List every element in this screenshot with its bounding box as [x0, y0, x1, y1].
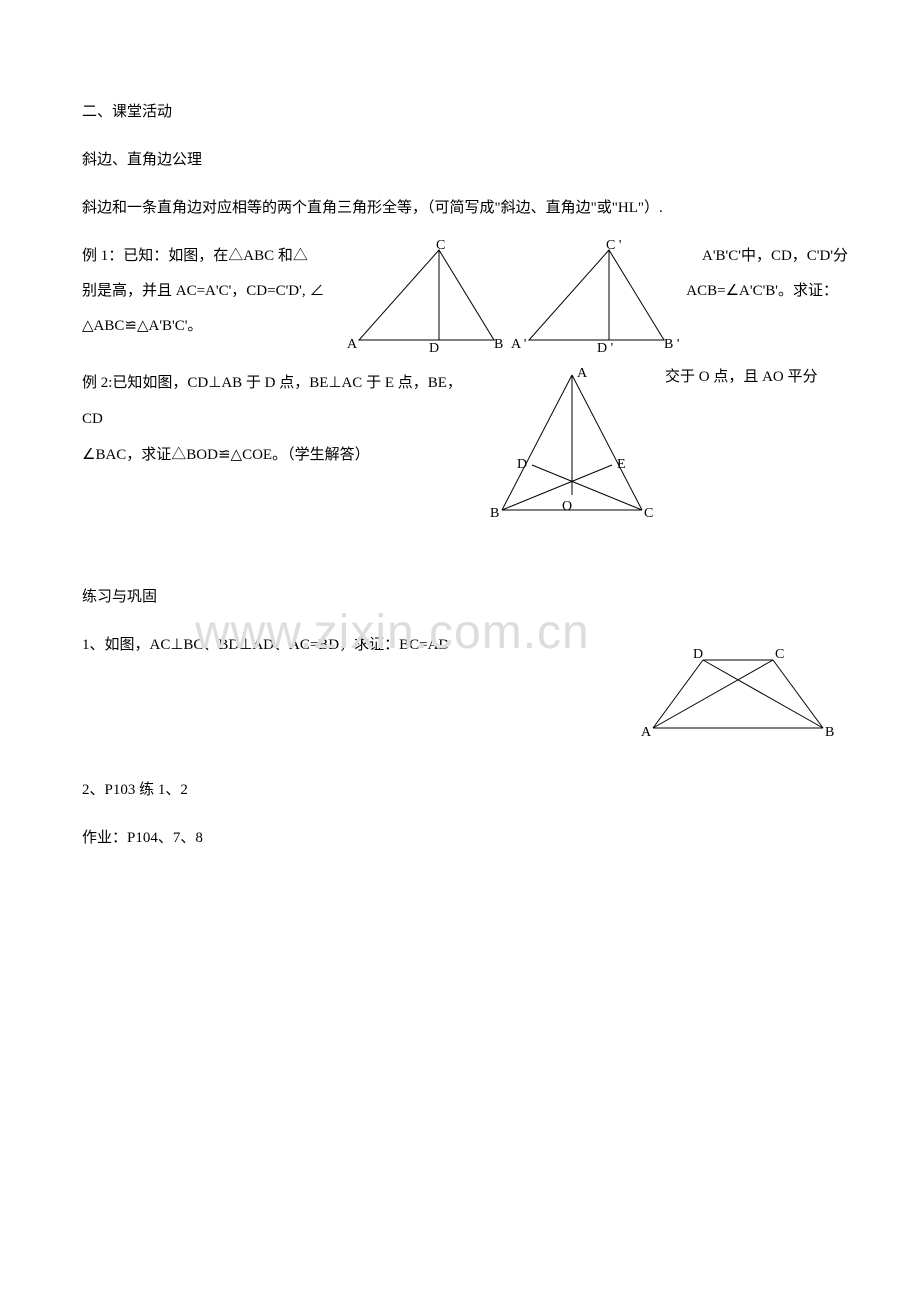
theorem-statement: 斜边和一条直角边对应相等的两个直角三角形全等，（可简写成"斜边、直角边"或"HL…	[82, 196, 838, 220]
svg-text:A: A	[641, 725, 652, 738]
practice-title: 练习与巩固	[82, 585, 838, 609]
svg-text:D ': D '	[597, 341, 613, 355]
diamond-triangle-diagram: A B C D E O	[487, 365, 657, 525]
ex2-line1-right: 交于 O 点，且 AO 平分	[665, 365, 818, 386]
svg-text:A: A	[577, 366, 588, 381]
svg-text:O: O	[562, 499, 572, 514]
example-2: 例 2:已知如图，CD⊥AB 于 D 点，BE⊥AC 于 E 点，BE，CD ∠…	[82, 365, 838, 525]
triangle-pair-diagram: A B C D A ' B ' C ' D '	[344, 240, 694, 355]
ex1-line3-left: △ABC≌△A'B'C'。	[82, 314, 202, 335]
svg-text:D: D	[693, 648, 703, 662]
svg-text:C: C	[644, 506, 653, 521]
svg-text:B: B	[825, 725, 834, 738]
svg-text:B: B	[490, 506, 499, 521]
svg-text:C ': C '	[606, 240, 621, 253]
ex1-line2-left: 别是高，并且 AC=A'C'，CD=C'D', ∠	[82, 279, 344, 300]
svg-text:A ': A '	[511, 337, 526, 352]
svg-text:A: A	[347, 337, 358, 352]
svg-text:B: B	[494, 337, 503, 352]
svg-text:B ': B '	[664, 337, 679, 352]
practice-1: 1、如图，AC⊥BC、BD⊥AD、AC=BD，求证：BC=AD A B C D	[82, 633, 838, 738]
ex2-line1-left: 例 2:已知如图，CD⊥AB 于 D 点，BE⊥AC 于 E 点，BE，CD	[82, 365, 482, 437]
svg-text:C: C	[436, 240, 445, 253]
practice-1-text: 1、如图，AC⊥BC、BD⊥AD、AC=BD，求证：BC=AD	[82, 633, 528, 654]
svg-text:E: E	[617, 457, 626, 472]
ex1-line2-right: ACB=∠A'C'B'。求证：	[686, 279, 838, 300]
section-heading: 二、课堂活动	[82, 100, 838, 124]
crossed-triangle-diagram: A B C D	[638, 648, 838, 738]
theorem-title: 斜边、直角边公理	[82, 148, 838, 172]
svg-text:C: C	[775, 648, 784, 662]
practice-2: 2、P103 练 1、2	[82, 778, 838, 802]
ex1-line1-right: A'B'C'中，CD，C'D'分	[702, 244, 848, 265]
svg-text:D: D	[517, 457, 527, 472]
homework: 作业：P104、7、8	[82, 826, 838, 850]
ex1-line1-left: 例 1：已知：如图，在△ABC 和△	[82, 244, 344, 265]
svg-text:D: D	[429, 341, 439, 355]
ex2-line2: ∠BAC，求证△BOD≌△COE。（学生解答）	[82, 437, 482, 473]
example-1: 例 1：已知：如图，在△ABC 和△ A B C D A '	[82, 244, 838, 335]
